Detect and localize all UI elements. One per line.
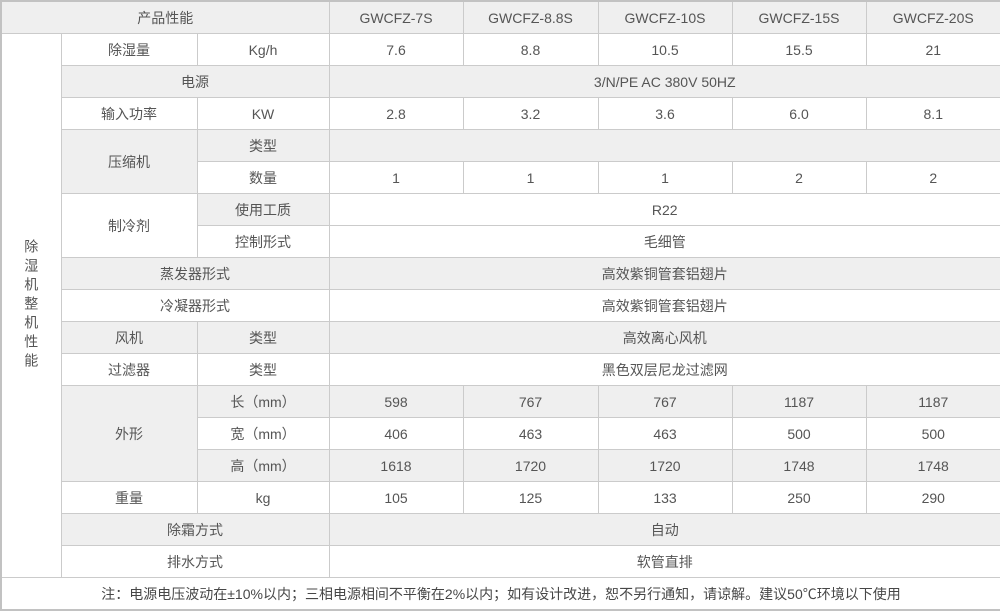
row-label: 数量 bbox=[196, 161, 330, 194]
row-label: 蒸发器形式 bbox=[60, 257, 330, 290]
value-cell: 8.8 bbox=[462, 33, 599, 66]
value-cell: 3.2 bbox=[462, 97, 599, 130]
value-cell: 406 bbox=[328, 417, 464, 450]
row-label: 类型 bbox=[196, 353, 330, 386]
footnote: 注：电源电压波动在±10%以内；三相电源相间不平衡在2%以内；如有设计改进，恕不… bbox=[0, 577, 1000, 611]
value-cell: 1618 bbox=[328, 449, 464, 482]
value-cell: 1 bbox=[597, 161, 733, 194]
model-header: GWCFZ-20S bbox=[865, 0, 1000, 34]
value-cell: 250 bbox=[731, 481, 867, 514]
group-label: 制冷剂 bbox=[60, 193, 198, 258]
value-cell: 1748 bbox=[731, 449, 867, 482]
model-header: GWCFZ-8.8S bbox=[462, 0, 599, 34]
row-condenser: 冷凝器形式 高效紫铜管套铝翅片 bbox=[1, 289, 1000, 322]
value-cell: 8.1 bbox=[865, 97, 1000, 130]
value-cell: 10.5 bbox=[597, 33, 733, 66]
value-cell: 1187 bbox=[731, 385, 867, 418]
group-label: 过滤器 bbox=[60, 353, 198, 386]
value-cell: 767 bbox=[597, 385, 733, 418]
note-row: 注：电源电压波动在±10%以内；三相电源相间不平衡在2%以内；如有设计改进，恕不… bbox=[0, 577, 1000, 611]
value-cell: 高效离心风机 bbox=[328, 321, 1000, 354]
row-label: 高（mm） bbox=[196, 449, 330, 482]
row-weight: 重量 kg 105 125 133 250 290 bbox=[1, 481, 1000, 514]
value-cell: 软管直排 bbox=[328, 545, 1000, 578]
row-label: 长（mm） bbox=[196, 385, 330, 418]
row-label: 控制形式 bbox=[196, 225, 330, 258]
row-filter: 过滤器 类型 黑色双层尼龙过滤网 bbox=[1, 353, 1000, 386]
row-power-supply: 电源 3/N/PE AC 380V 50HZ bbox=[1, 65, 1000, 98]
value-cell: 15.5 bbox=[731, 33, 867, 66]
row-unit: KW bbox=[196, 97, 330, 130]
value-cell: 毛细管 bbox=[328, 225, 1000, 258]
value-cell: 1720 bbox=[462, 449, 599, 482]
row-label: 电源 bbox=[60, 65, 330, 98]
row-refrigerant-control: 控制形式 毛细管 bbox=[1, 225, 1000, 258]
row-label: 除湿量 bbox=[60, 33, 198, 66]
row-label: 重量 bbox=[60, 481, 198, 514]
value-cell: 6.0 bbox=[731, 97, 867, 130]
value-cell: 3.6 bbox=[597, 97, 733, 130]
value-cell: 1 bbox=[462, 161, 599, 194]
value-cell: 2.8 bbox=[328, 97, 464, 130]
value-cell: 高效紫铜管套铝翅片 bbox=[328, 289, 1000, 322]
value-cell: 125 bbox=[462, 481, 599, 514]
model-header: GWCFZ-7S bbox=[328, 0, 464, 34]
value-cell: 463 bbox=[462, 417, 599, 450]
group-label: 外形 bbox=[60, 385, 198, 482]
value-cell: 1187 bbox=[865, 385, 1000, 418]
value-cell: 2 bbox=[731, 161, 867, 194]
row-dehumidify: 除湿机整机性能 除湿量 Kg/h 7.6 8.8 10.5 15.5 21 bbox=[0, 33, 1000, 578]
model-header: GWCFZ-10S bbox=[597, 0, 733, 34]
value-cell: 105 bbox=[328, 481, 464, 514]
row-label: 冷凝器形式 bbox=[60, 289, 330, 322]
row-compressor-type: 压缩机 类型 bbox=[1, 129, 1000, 194]
value-cell: 463 bbox=[597, 417, 733, 450]
value-cell: 2 bbox=[865, 161, 1000, 194]
row-label: 类型 bbox=[196, 129, 330, 162]
row-refrigerant-medium: 制冷剂 使用工质 R22 bbox=[1, 193, 1000, 258]
value-cell: 21 bbox=[865, 33, 1000, 66]
value-cell: 高效紫铜管套铝翅片 bbox=[328, 257, 1000, 290]
value-cell: 1748 bbox=[865, 449, 1000, 482]
row-defrost: 除霜方式 自动 bbox=[1, 513, 1000, 546]
group-label: 风机 bbox=[60, 321, 198, 354]
row-label: 输入功率 bbox=[60, 97, 198, 130]
row-evaporator: 蒸发器形式 高效紫铜管套铝翅片 bbox=[1, 257, 1000, 290]
side-group-label: 除湿机整机性能 bbox=[23, 239, 40, 372]
row-label: 使用工质 bbox=[196, 193, 330, 226]
value-cell bbox=[328, 129, 1000, 162]
value-cell: 自动 bbox=[328, 513, 1000, 546]
value-cell: 1720 bbox=[597, 449, 733, 482]
value-cell: 767 bbox=[462, 385, 599, 418]
model-header: GWCFZ-15S bbox=[731, 0, 867, 34]
value-cell: 133 bbox=[597, 481, 733, 514]
value-cell: R22 bbox=[328, 193, 1000, 226]
row-fan: 风机 类型 高效离心风机 bbox=[1, 321, 1000, 354]
row-dim-height: 高（mm） 1618 1720 1720 1748 1748 bbox=[1, 449, 1000, 482]
row-label: 除霜方式 bbox=[60, 513, 330, 546]
row-label: 排水方式 bbox=[60, 545, 330, 578]
row-compressor-qty: 数量 1 1 1 2 2 bbox=[1, 161, 1000, 194]
value-cell: 500 bbox=[731, 417, 867, 450]
value-cell: 1 bbox=[328, 161, 464, 194]
row-dim-length: 外形 长（mm） 598 767 767 1187 1187 bbox=[1, 385, 1000, 482]
row-label: 类型 bbox=[196, 321, 330, 354]
row-unit: Kg/h bbox=[196, 33, 330, 66]
row-unit: kg bbox=[196, 481, 330, 514]
value-cell: 500 bbox=[865, 417, 1000, 450]
value-cell: 3/N/PE AC 380V 50HZ bbox=[328, 65, 1000, 98]
row-label: 宽（mm） bbox=[196, 417, 330, 450]
row-dim-width: 宽（mm） 406 463 463 500 500 bbox=[1, 417, 1000, 450]
header-title: 产品性能 bbox=[0, 0, 330, 34]
row-drain: 排水方式 软管直排 bbox=[1, 545, 1000, 578]
value-cell: 598 bbox=[328, 385, 464, 418]
group-label: 压缩机 bbox=[60, 129, 198, 194]
header-row: 产品性能 GWCFZ-7S GWCFZ-8.8S GWCFZ-10S GWCFZ… bbox=[0, 0, 1000, 34]
row-input-power: 输入功率 KW 2.8 3.2 3.6 6.0 8.1 bbox=[1, 97, 1000, 130]
value-cell: 黑色双层尼龙过滤网 bbox=[328, 353, 1000, 386]
value-cell: 7.6 bbox=[328, 33, 464, 66]
side-group-cell: 除湿机整机性能 bbox=[0, 33, 62, 578]
value-cell: 290 bbox=[865, 481, 1000, 514]
